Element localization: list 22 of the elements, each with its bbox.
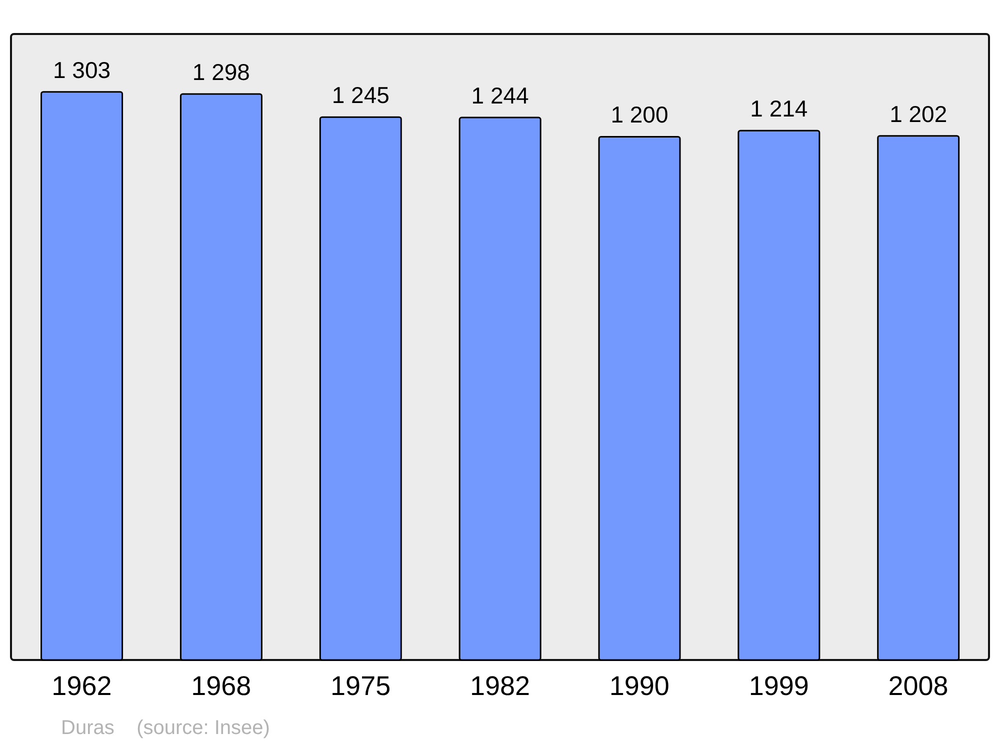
bar bbox=[180, 93, 262, 661]
x-tick-label: 1975 bbox=[330, 671, 391, 702]
data-label: 1 200 bbox=[610, 102, 668, 128]
x-tick-label: 2008 bbox=[888, 671, 948, 702]
bar bbox=[458, 116, 542, 661]
text: Duras (source: Insee) bbox=[61, 717, 270, 740]
x-tick-label: 1982 bbox=[470, 671, 530, 702]
bar bbox=[877, 135, 960, 661]
data-label: 1 245 bbox=[332, 82, 390, 108]
x-tick-label: 1968 bbox=[191, 671, 252, 702]
x-tick-label: 1962 bbox=[52, 671, 112, 702]
data-label: 1 298 bbox=[192, 59, 250, 85]
data-label: 1 214 bbox=[750, 96, 808, 122]
bar bbox=[40, 91, 124, 661]
data-label: 1 303 bbox=[53, 56, 111, 83]
bar bbox=[738, 130, 820, 661]
x-tick-label: 1990 bbox=[609, 671, 670, 702]
data-label: 1 244 bbox=[471, 82, 530, 109]
bar bbox=[319, 116, 402, 661]
data-label: 1 202 bbox=[890, 100, 948, 127]
bar bbox=[598, 136, 681, 661]
x-tick-label: 1999 bbox=[748, 671, 809, 702]
